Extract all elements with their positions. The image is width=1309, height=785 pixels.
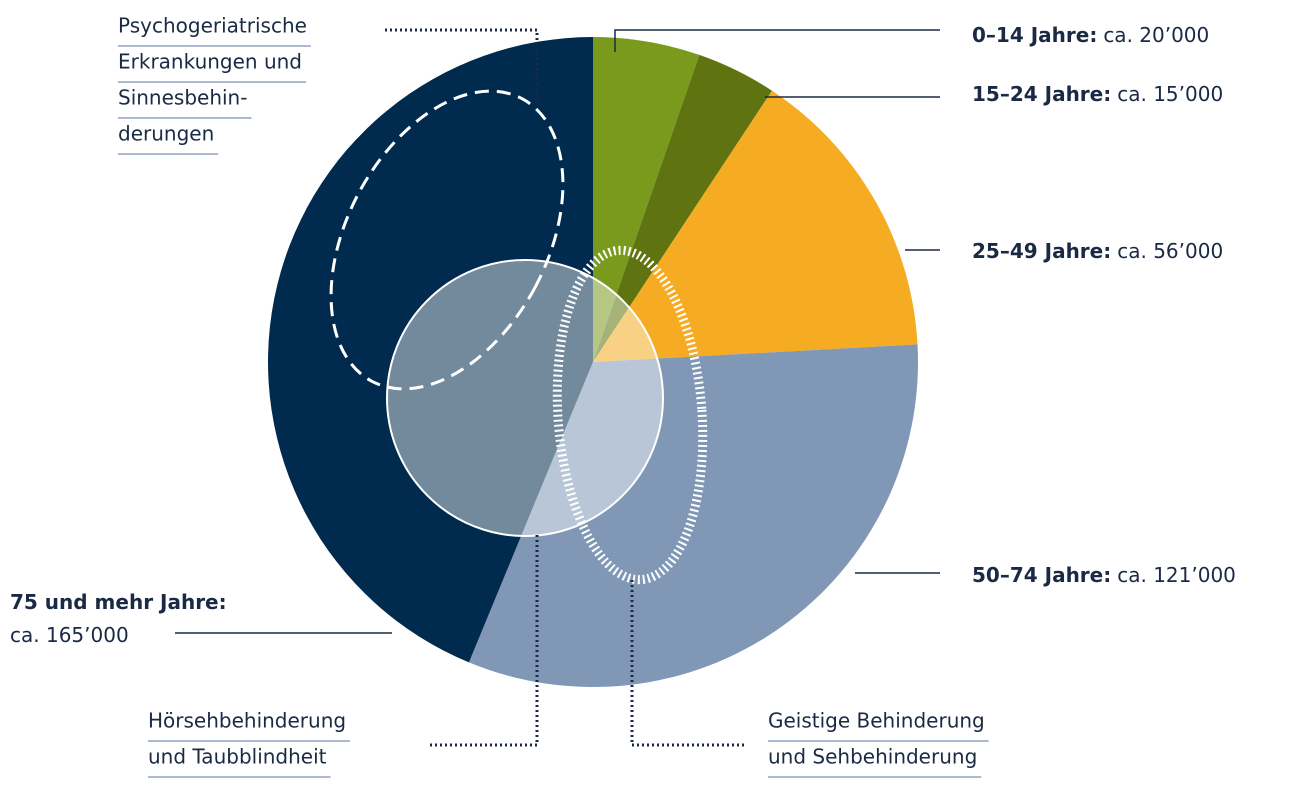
pie-slice	[267, 37, 593, 663]
category-label: 50–74 Jahre:	[972, 563, 1111, 587]
annotation-line: Psychogeriatrische	[118, 14, 307, 38]
pie-slice	[593, 54, 773, 363]
pie-slice	[593, 90, 918, 363]
pie-slice	[593, 37, 700, 362]
overlay-circle	[386, 259, 664, 537]
dotted-leader	[430, 535, 539, 747]
annotation-line: Sinnesbehin-	[118, 86, 247, 110]
dotted-leader	[630, 580, 745, 747]
value-label: ca. 165’000	[10, 623, 129, 647]
slice-label: 0–14 Jahre: ca. 20’000	[972, 23, 1209, 47]
slice-label: 75 und mehr Jahre: ca. 165’000	[10, 590, 227, 647]
category-label: 75 und mehr Jahre:	[10, 590, 227, 614]
dashed-ellipse	[329, 89, 565, 391]
hatched-ellipse	[552, 245, 708, 585]
category-label: 15–24 Jahre:	[972, 82, 1111, 106]
value-label: ca. 15’000	[1117, 82, 1223, 106]
slice-label: 50–74 Jahre: ca. 121’000	[972, 563, 1236, 587]
annotation-line: und Sehbehinderung	[768, 745, 977, 769]
slice-label: 15–24 Jahre: ca. 15’000	[972, 82, 1223, 106]
value-label: ca. 56’000	[1117, 239, 1223, 263]
annotation-line: Erkrankungen und	[118, 50, 302, 74]
annotation-line: und Taubblindheit	[148, 745, 327, 769]
category-label: 0–14 Jahre:	[972, 23, 1097, 47]
annotation-line: Hörsehbehinderung	[148, 709, 346, 733]
category-label: 25–49 Jahre:	[972, 239, 1111, 263]
dotted-leader	[385, 28, 539, 100]
leader-line	[614, 29, 940, 52]
annotation-line: derungen	[118, 122, 214, 146]
slice-label: 25–49 Jahre: ca. 56’000	[972, 239, 1223, 263]
annotation-line: Geistige Behinderung	[768, 709, 985, 733]
value-label: ca. 20’000	[1103, 23, 1209, 47]
value-label: ca. 121’000	[1117, 563, 1236, 587]
